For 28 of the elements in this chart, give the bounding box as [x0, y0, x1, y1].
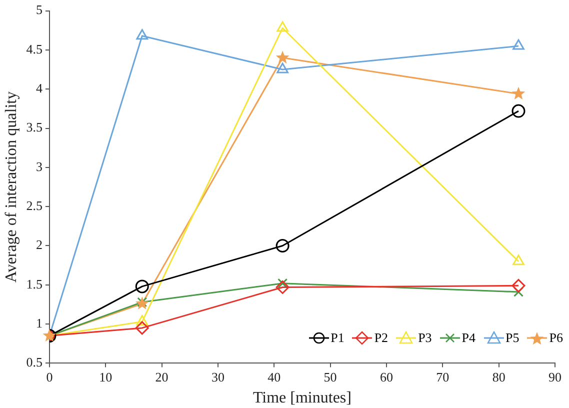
legend-label: P3: [418, 330, 432, 346]
legend-label: P5: [506, 330, 520, 346]
y-axis-title: Average of interaction quality: [2, 91, 20, 283]
legend-label: P6: [549, 330, 563, 346]
x-tick-label: 10: [99, 369, 112, 384]
x-tick-label: 20: [155, 369, 168, 384]
x-axis-title: Time [minutes]: [252, 390, 352, 407]
x-tick-label: 60: [380, 369, 393, 384]
y-tick-label: 0.5: [26, 354, 42, 370]
y-tick-label: 4: [36, 80, 43, 96]
y-tick-label: 1: [36, 315, 42, 330]
y-tick-label: 2: [36, 237, 42, 252]
x-tick-label: 30: [211, 369, 224, 384]
y-tick-label: 5: [36, 2, 42, 18]
legend-label: P4: [462, 330, 476, 346]
y-tick-label: 1.5: [26, 276, 42, 292]
legend-label: P1: [330, 330, 344, 346]
x-tick-label: 50: [324, 369, 337, 384]
y-tick-label: 4.5: [26, 41, 42, 56]
legend-label: P2: [374, 330, 388, 346]
x-tick-label: 0: [46, 369, 53, 384]
y-tick-label: 3: [36, 158, 42, 174]
x-tick-label: 90: [548, 369, 562, 384]
x-tick-label: 40: [268, 369, 281, 384]
x-tick-label: 80: [492, 369, 506, 384]
x-tick-label: 70: [436, 369, 450, 384]
y-tick-label: 3.5: [26, 120, 42, 135]
y-tick-label: 2.5: [26, 198, 42, 213]
